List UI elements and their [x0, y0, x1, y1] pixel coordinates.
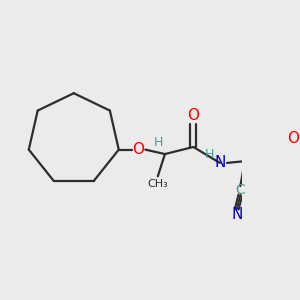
Text: O: O	[287, 130, 299, 146]
Text: O: O	[187, 107, 199, 122]
Text: O: O	[132, 142, 144, 157]
Text: H: H	[205, 148, 214, 160]
Text: N: N	[214, 155, 226, 170]
Text: H: H	[154, 136, 164, 149]
Text: C: C	[236, 183, 245, 197]
Text: CH₃: CH₃	[147, 179, 168, 189]
Text: N: N	[231, 207, 242, 222]
